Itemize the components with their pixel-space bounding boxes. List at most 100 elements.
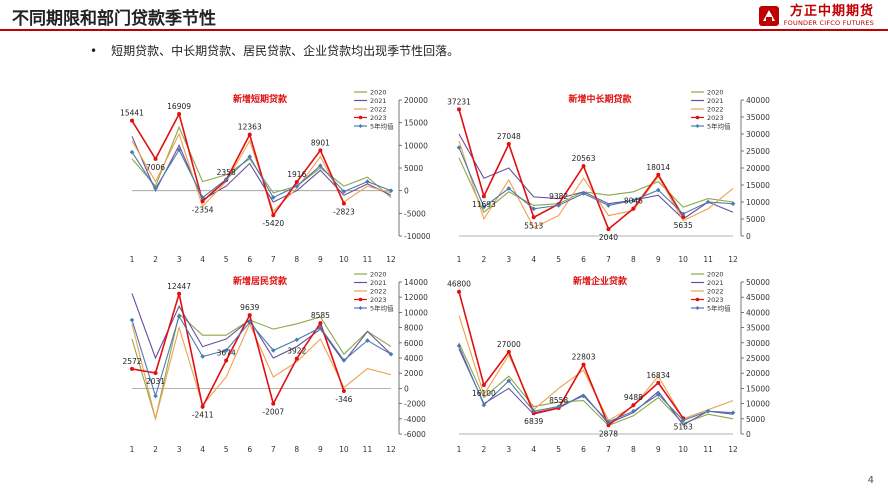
- series-line-2023: [458, 109, 684, 231]
- data-label: 5513: [524, 221, 543, 230]
- data-point-2023: [177, 291, 182, 296]
- y-tick-label: 30000: [746, 339, 770, 348]
- x-tick-label: 1: [457, 445, 462, 454]
- legend-label: 2023: [707, 296, 724, 304]
- data-point-avg: [730, 410, 736, 416]
- data-point-avg: [631, 198, 636, 203]
- data-label: 37231: [447, 97, 471, 106]
- y-tick-label: -5000: [404, 209, 426, 218]
- data-label: 2031: [146, 377, 165, 386]
- x-tick-label: 4: [200, 445, 205, 454]
- data-point-2023: [656, 380, 661, 385]
- founder-logo-icon: [758, 5, 779, 26]
- legend-label: 2023: [370, 114, 387, 122]
- data-point-2023: [130, 366, 134, 371]
- chart-title: 新增居民贷款: [233, 275, 288, 287]
- data-point-2023: [294, 356, 299, 361]
- series-line-2020: [458, 342, 734, 427]
- x-tick-label: 12: [728, 255, 738, 264]
- legend-label: 5年均值: [707, 122, 731, 131]
- data-point-avg: [294, 183, 300, 189]
- data-point-avg: [631, 408, 636, 414]
- legend-label: 2022: [707, 106, 724, 114]
- y-tick-label: 5000: [404, 164, 423, 173]
- y-tick-label: 10000: [746, 400, 770, 409]
- y-tick-label: -6000: [404, 430, 426, 439]
- data-point-2023: [681, 214, 686, 219]
- x-tick-label: 7: [606, 255, 611, 264]
- data-label: 27048: [497, 132, 521, 141]
- series-line-2020: [458, 157, 734, 214]
- data-label: 27000: [497, 340, 521, 349]
- data-label: 20563: [572, 154, 596, 163]
- data-point-2023: [177, 112, 182, 117]
- x-tick-label: 1: [457, 255, 462, 264]
- y-tick-label: 20000: [746, 369, 770, 378]
- data-point-avg: [318, 163, 323, 169]
- y-tick-label: 0: [746, 232, 751, 241]
- data-label: 8901: [311, 138, 330, 147]
- data-point-2023: [130, 118, 134, 123]
- data-label: 2878: [599, 429, 618, 438]
- legend-label: 2020: [370, 89, 387, 97]
- series-line-avg: [131, 148, 392, 199]
- x-tick-label: 7: [271, 255, 276, 264]
- y-tick-label: -4000: [404, 415, 426, 424]
- y-tick-label: 10000: [746, 198, 770, 207]
- x-tick-label: 3: [177, 255, 182, 264]
- x-tick-label: 8: [294, 445, 299, 454]
- data-point-avg: [341, 357, 347, 363]
- x-tick-label: 5: [556, 445, 561, 454]
- data-label: 12447: [167, 282, 191, 291]
- y-tick-label: -2000: [404, 400, 426, 409]
- chart-title: 新增中长期贷款: [568, 93, 632, 105]
- x-tick-label: 4: [531, 255, 536, 264]
- x-tick-label: 4: [531, 445, 536, 454]
- data-point-avg: [655, 392, 661, 397]
- data-point-avg: [680, 418, 686, 423]
- x-tick-label: 10: [339, 255, 349, 264]
- data-point-avg: [176, 313, 182, 319]
- data-point-2023: [200, 199, 205, 204]
- x-tick-label: 10: [678, 445, 688, 454]
- data-point-avg: [531, 408, 537, 414]
- legend-label: 5年均值: [370, 304, 394, 313]
- data-point-avg: [655, 187, 661, 193]
- x-tick-label: 7: [271, 445, 276, 454]
- series-line-2023: [131, 111, 345, 218]
- data-point-2023: [153, 370, 158, 375]
- legend-marker-2023: [358, 297, 363, 302]
- legend-label: 2021: [707, 279, 724, 287]
- page-title: 不同期限和部门贷款季节性: [12, 9, 216, 29]
- data-point-2023: [506, 142, 511, 147]
- y-tick-label: 35000: [746, 324, 770, 333]
- legend-marker-2023: [358, 115, 363, 120]
- legend-label: 2021: [707, 97, 724, 105]
- y-tick-label: 40000: [746, 96, 770, 105]
- data-point-2023: [247, 313, 252, 318]
- logo-chinese-name: 方正中期期货: [789, 4, 874, 19]
- data-label: -2354: [192, 205, 214, 214]
- data-label: 11693: [472, 200, 496, 209]
- x-tick-label: 2: [482, 255, 487, 264]
- series-line-2023: [131, 293, 345, 410]
- x-tick-label: 6: [247, 255, 252, 264]
- data-point-2023: [153, 156, 158, 161]
- y-tick-label: 0: [746, 430, 751, 439]
- x-tick-label: 9: [318, 445, 323, 454]
- data-label: 2572: [122, 357, 141, 366]
- y-tick-label: 0: [404, 384, 409, 393]
- x-tick-label: 9: [656, 445, 661, 454]
- y-tick-label: 45000: [746, 293, 770, 302]
- header-divider: [0, 29, 888, 31]
- data-label: -2411: [192, 411, 214, 420]
- y-tick-label: 4000: [404, 354, 423, 363]
- data-point-2023: [631, 403, 636, 408]
- data-label: 2358: [217, 168, 236, 177]
- x-tick-label: 2: [482, 445, 487, 454]
- data-point-avg: [341, 189, 347, 194]
- x-tick-label: 8: [294, 255, 299, 264]
- x-tick-label: 11: [363, 445, 373, 454]
- data-label: 9382: [549, 192, 568, 201]
